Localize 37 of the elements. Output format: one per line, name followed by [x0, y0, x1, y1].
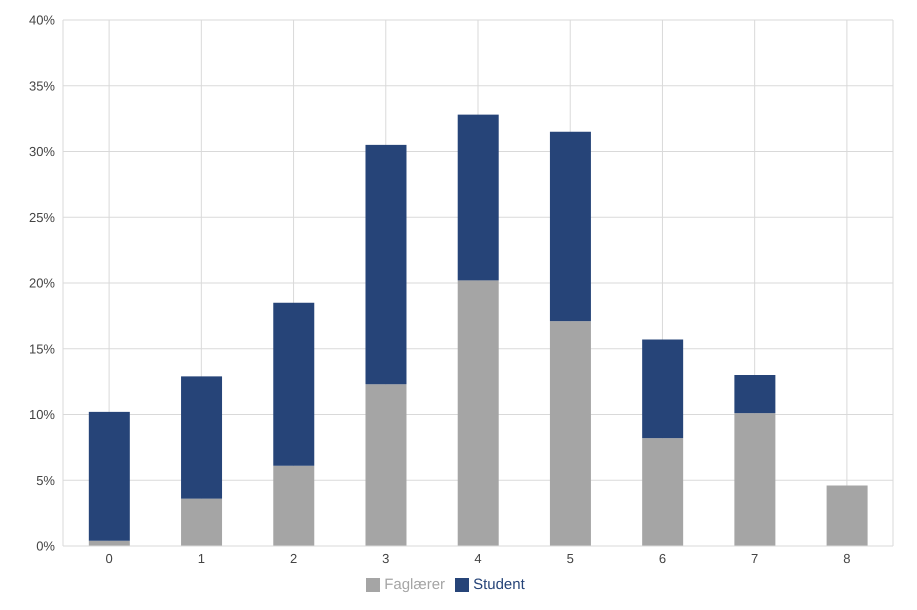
- x-tick-label: 0: [105, 551, 113, 566]
- x-tick-label: 5: [566, 551, 574, 566]
- bar: [642, 340, 684, 438]
- bar: [181, 498, 222, 546]
- x-tick-label: 8: [843, 551, 851, 566]
- bar: [734, 375, 776, 414]
- legend-label: Faglærer: [384, 576, 446, 593]
- x-tick-label: 1: [198, 551, 205, 566]
- bar: [88, 540, 130, 546]
- bar: [273, 302, 314, 466]
- y-tick-label: 20%: [28, 276, 56, 291]
- y-tick-label: 10%: [28, 407, 56, 422]
- bar: [550, 132, 591, 322]
- x-tick-label: 6: [658, 551, 666, 566]
- y-tick-label: 40%: [28, 12, 56, 28]
- y-tick-label: 25%: [28, 210, 56, 225]
- bar: [642, 438, 684, 546]
- bar: [550, 321, 591, 546]
- bar: [88, 412, 130, 541]
- bar: [458, 280, 499, 546]
- y-tick-label: 15%: [28, 341, 56, 356]
- y-tick-label: 30%: [28, 144, 56, 160]
- bar: [734, 413, 776, 546]
- bar: [458, 114, 499, 280]
- bar: [826, 486, 868, 546]
- bar: [181, 376, 222, 499]
- y-tick-label: 35%: [28, 78, 56, 94]
- x-tick-label: 3: [382, 551, 390, 566]
- bar: [273, 466, 314, 546]
- x-tick-label: 7: [751, 551, 758, 566]
- bar: [365, 384, 406, 546]
- y-tick-label: 5%: [36, 472, 56, 488]
- bar: [365, 144, 406, 384]
- x-tick-label: 2: [290, 551, 298, 566]
- x-tick-label: 4: [474, 551, 482, 566]
- y-tick-label: 0%: [36, 538, 56, 554]
- legend-label: Student: [473, 576, 525, 593]
